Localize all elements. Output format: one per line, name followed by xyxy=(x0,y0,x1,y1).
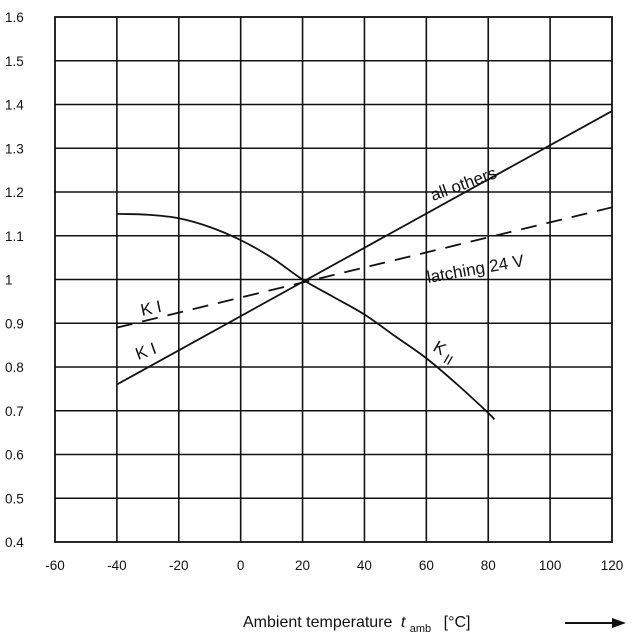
x-tick-label: 0 xyxy=(237,558,245,573)
y-tick-label: 1.2 xyxy=(5,185,24,200)
y-tick-label: 0.8 xyxy=(5,360,24,375)
y-tick-label: 0.4 xyxy=(5,535,24,550)
label-ki-upper: K I xyxy=(139,297,163,320)
x-tick-label: 120 xyxy=(601,558,624,573)
x-axis-arrow xyxy=(565,618,626,628)
label-ki-lower: K I xyxy=(133,339,159,364)
y-tick-label: 1.4 xyxy=(5,98,24,113)
y-tick-label: 1.1 xyxy=(5,229,24,244)
series-layer xyxy=(116,110,613,421)
x-tick-label: -40 xyxy=(107,558,127,573)
y-tick-label: 0.5 xyxy=(5,491,24,506)
y-tick-label: 0.6 xyxy=(5,448,24,463)
x-tick-label: -20 xyxy=(169,558,189,573)
x-axis-title-symbol: t xyxy=(401,614,406,631)
x-tick-label: 40 xyxy=(357,558,372,573)
x-tick-label: 20 xyxy=(295,558,310,573)
series-line xyxy=(116,110,613,386)
x-tick-label: -60 xyxy=(45,558,65,573)
tick-layer: -60 -40 -20 0 20 40 60 80 100 120 0.4 0.5 0.6 0.7 0.8 0… xyxy=(5,10,623,573)
series-line xyxy=(116,212,496,421)
y-tick-label: 0.9 xyxy=(5,316,24,331)
x-axis-title-subscript: amb xyxy=(410,623,431,635)
y-tick-label: 1.3 xyxy=(5,141,24,156)
x-tick-label: 100 xyxy=(539,558,562,573)
x-tick-label: 60 xyxy=(419,558,434,573)
grid-layer xyxy=(54,16,613,543)
x-axis-title-text: Ambient temperature xyxy=(243,614,393,631)
series-line xyxy=(116,206,613,329)
x-tick-label: 80 xyxy=(481,558,496,573)
label-latching-24v: latching 24 V xyxy=(425,251,526,287)
x-axis-title-unit: [°C] xyxy=(444,614,471,631)
y-tick-label: 0.7 xyxy=(5,404,24,419)
x-axis-title: Ambient temperature t amb [°C] xyxy=(243,614,470,636)
y-tick-label: 1.6 xyxy=(5,10,24,25)
y-tick-label: 1.5 xyxy=(5,54,24,69)
y-tick-label: 1 xyxy=(5,273,13,288)
